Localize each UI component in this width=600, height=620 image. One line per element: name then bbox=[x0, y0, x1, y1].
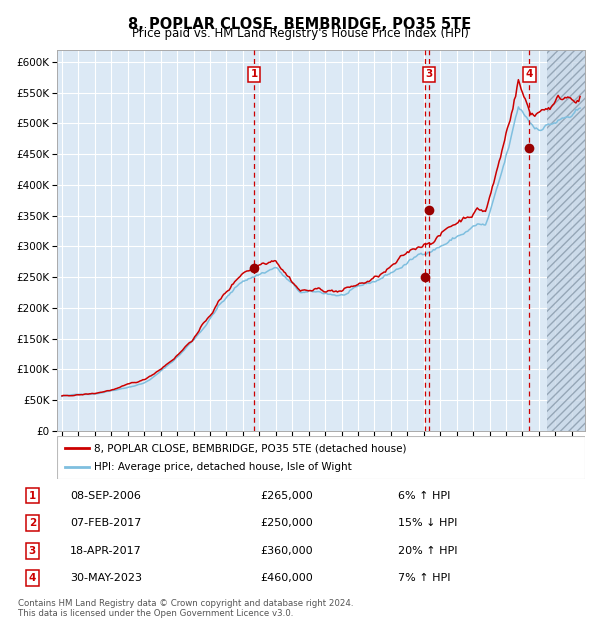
Text: 3: 3 bbox=[425, 69, 433, 79]
Text: £460,000: £460,000 bbox=[260, 574, 313, 583]
Text: Contains HM Land Registry data © Crown copyright and database right 2024.
This d: Contains HM Land Registry data © Crown c… bbox=[18, 599, 353, 618]
Text: 1: 1 bbox=[29, 490, 36, 500]
Text: 8, POPLAR CLOSE, BEMBRIDGE, PO35 5TE (detached house): 8, POPLAR CLOSE, BEMBRIDGE, PO35 5TE (de… bbox=[94, 443, 406, 453]
Text: 30-MAY-2023: 30-MAY-2023 bbox=[70, 574, 142, 583]
Text: £250,000: £250,000 bbox=[260, 518, 313, 528]
Text: 18-APR-2017: 18-APR-2017 bbox=[70, 546, 142, 556]
Text: HPI: Average price, detached house, Isle of Wight: HPI: Average price, detached house, Isle… bbox=[94, 462, 352, 472]
Text: 1: 1 bbox=[251, 69, 258, 79]
Text: 4: 4 bbox=[526, 69, 533, 79]
Text: 3: 3 bbox=[29, 546, 36, 556]
Text: 07-FEB-2017: 07-FEB-2017 bbox=[70, 518, 141, 528]
Text: 20% ↑ HPI: 20% ↑ HPI bbox=[398, 546, 458, 556]
Text: £265,000: £265,000 bbox=[260, 490, 313, 500]
Text: 2: 2 bbox=[29, 518, 36, 528]
Text: 7% ↑ HPI: 7% ↑ HPI bbox=[398, 574, 451, 583]
Text: Price paid vs. HM Land Registry's House Price Index (HPI): Price paid vs. HM Land Registry's House … bbox=[131, 27, 469, 40]
Text: 15% ↓ HPI: 15% ↓ HPI bbox=[398, 518, 458, 528]
Text: 4: 4 bbox=[29, 574, 36, 583]
Text: 8, POPLAR CLOSE, BEMBRIDGE, PO35 5TE: 8, POPLAR CLOSE, BEMBRIDGE, PO35 5TE bbox=[128, 17, 472, 32]
Text: £360,000: £360,000 bbox=[260, 546, 313, 556]
Bar bbox=[547, 50, 585, 431]
Text: 08-SEP-2006: 08-SEP-2006 bbox=[70, 490, 141, 500]
Text: 6% ↑ HPI: 6% ↑ HPI bbox=[398, 490, 451, 500]
